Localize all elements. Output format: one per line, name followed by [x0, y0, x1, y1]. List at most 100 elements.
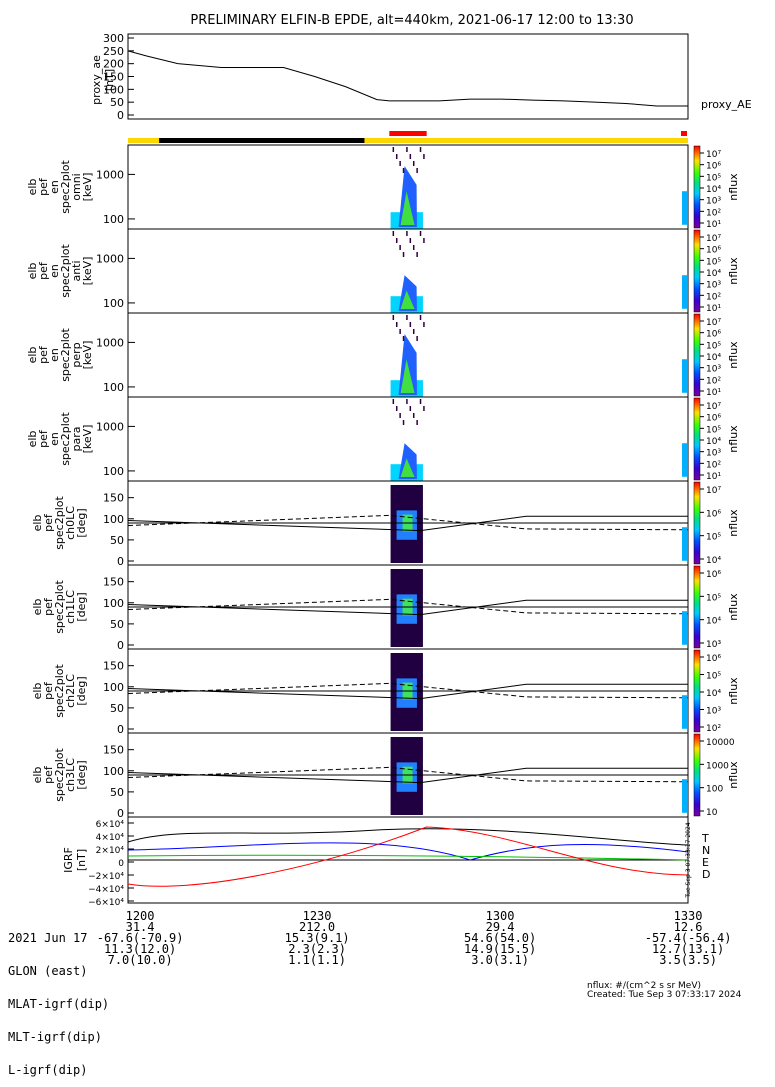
y-tick-label: 200 — [103, 58, 124, 71]
y-tick-label: −2×10⁴ — [88, 872, 124, 882]
footer-cell: 1230 — [302, 909, 332, 923]
colorbar-tick-label: 10⁵ — [706, 593, 721, 603]
footer-cell: 54.6(54.0) — [464, 931, 537, 945]
spectrogram-blob — [390, 147, 425, 229]
heat-cell — [419, 315, 422, 320]
igrf-legend-t: T — [701, 832, 709, 845]
colorbar-tick-label: 10¹ — [706, 472, 721, 482]
colorbar-label: nflux — [727, 677, 740, 705]
y-tick-label: 100 — [103, 513, 124, 526]
colorbar — [693, 649, 701, 733]
colorbar-tick-label: 10⁶ — [706, 162, 721, 172]
footer-row-label: MLAT-igrf(dip) — [8, 997, 110, 1011]
igrf-legend-d: D — [702, 868, 710, 881]
panel-ylabel-line: spec2plot — [59, 244, 72, 298]
heat-cell — [395, 154, 398, 159]
colorbar-tick-label: 10⁶ — [706, 570, 721, 580]
footer-cell: 15.3(9.1) — [284, 931, 350, 945]
panel-ylabel-line: spec2plot — [59, 160, 72, 214]
heat-cell — [402, 252, 405, 257]
heat-cell — [400, 290, 415, 309]
igrf-series-t — [127, 828, 689, 846]
panel-ylabel-line: anti — [70, 260, 83, 281]
y-tick-label: 4×10⁴ — [96, 833, 125, 843]
panel-ylabel-line: pef — [42, 513, 55, 532]
heat-cell — [412, 161, 415, 166]
footer-cell: -57.4(-56.4) — [644, 931, 732, 945]
panel-ylabel-line: elb — [26, 263, 39, 280]
footer-cell: 1330 — [673, 909, 703, 923]
heat-cell — [419, 147, 422, 152]
colorbar-tick-label: 10⁴ — [706, 556, 721, 566]
colorbar-tick-label: 10³ — [706, 197, 721, 207]
y-tick-label: 0 — [117, 723, 124, 736]
created-note: Created: Tue Sep 3 07:33:17 2024 — [587, 990, 742, 1000]
y-tick-label: 0 — [117, 639, 124, 652]
colorbar-tick-label: 10⁴ — [706, 185, 721, 195]
heat-cell — [412, 329, 415, 334]
footer-cell: 11.3(12.0) — [104, 942, 177, 956]
colorbar-label: nflux — [727, 509, 740, 537]
footer-cell: 1.1(1.1) — [288, 953, 346, 967]
igrf-legend-n: N — [702, 844, 710, 857]
y-tick-label: 100 — [103, 83, 124, 96]
heat-cell — [406, 399, 408, 404]
colorbar-tick-label: 10⁷ — [706, 402, 721, 412]
y-tick-label: 50 — [110, 618, 124, 631]
footer-cell: 31.4 — [125, 920, 155, 934]
spectrogram-blob — [390, 315, 425, 397]
y-tick-label: 0 — [117, 109, 124, 122]
heat-cell — [395, 322, 398, 327]
colorbar-tick-label: 10⁶ — [706, 414, 721, 424]
anti-loss-cone-line — [127, 598, 689, 615]
panel-ylabel-line: elb — [26, 179, 39, 196]
y-tick-label: 100 — [103, 213, 124, 226]
y-tick-label: 100 — [103, 465, 124, 478]
heat-cell — [416, 336, 418, 341]
heat-cell — [399, 413, 401, 418]
y-tick-label: 150 — [103, 492, 124, 505]
panel-ylabel-line: pef — [42, 765, 55, 784]
heat-cell — [419, 399, 422, 404]
colorbar-tick-label: 10³ — [706, 365, 721, 375]
heat-cell — [400, 359, 415, 393]
edge-heat — [682, 779, 687, 813]
colorbar-tick-label: 10⁷ — [706, 318, 721, 328]
footer-cell: 14.9(15.5) — [464, 942, 537, 956]
proxy-ae-ylabel: proxy_ae — [90, 55, 103, 105]
state-bar-red-end — [681, 131, 687, 136]
panel-ylabel-line: [deg] — [75, 592, 88, 621]
colorbar-tick-label: 10⁴ — [706, 269, 721, 279]
heat-cell — [423, 154, 425, 159]
heat-cell — [399, 161, 401, 166]
colorbar-tick-label: 10⁶ — [706, 654, 721, 664]
colorbar-tick-label: 10⁵ — [706, 173, 721, 183]
footer-cell: 3.5(3.5) — [659, 953, 717, 967]
y-tick-label: 100 — [103, 597, 124, 610]
colorbar-tick-label: 10³ — [706, 640, 721, 650]
footer-cell: 12.6 — [673, 920, 703, 934]
colorbar-tick-label: 10² — [706, 208, 721, 218]
proxy-ae-legend: proxy_AE — [701, 98, 752, 111]
heat-cell — [416, 252, 418, 257]
y-tick-label: 150 — [103, 744, 124, 757]
units-note: nflux: #/(cm^2 s sr MeV) — [587, 981, 701, 991]
igrf-ylabel: IGRF — [62, 847, 75, 873]
heat-cell — [419, 231, 422, 236]
colorbar — [693, 313, 701, 397]
panel-ylabel-line: elb — [31, 515, 44, 532]
footer-cell: 2.3(2.3) — [288, 942, 346, 956]
panel-ylabel-line: spec2plot — [53, 664, 66, 718]
y-tick-label: 1000 — [96, 252, 124, 265]
spectrogram-blob — [390, 737, 423, 815]
panel-ylabel-line: elb — [26, 431, 39, 448]
heat-cell — [406, 315, 408, 320]
y-tick-label: 6×10⁴ — [96, 820, 125, 830]
panel-ylabel-line: [keV] — [81, 341, 94, 370]
heat-cell — [399, 245, 401, 250]
heat-cell — [406, 231, 408, 236]
colorbar-label: nflux — [727, 173, 740, 201]
y-tick-label: 1000 — [96, 168, 124, 181]
heat-cell — [392, 231, 395, 236]
y-tick-label: 1000 — [96, 420, 124, 433]
